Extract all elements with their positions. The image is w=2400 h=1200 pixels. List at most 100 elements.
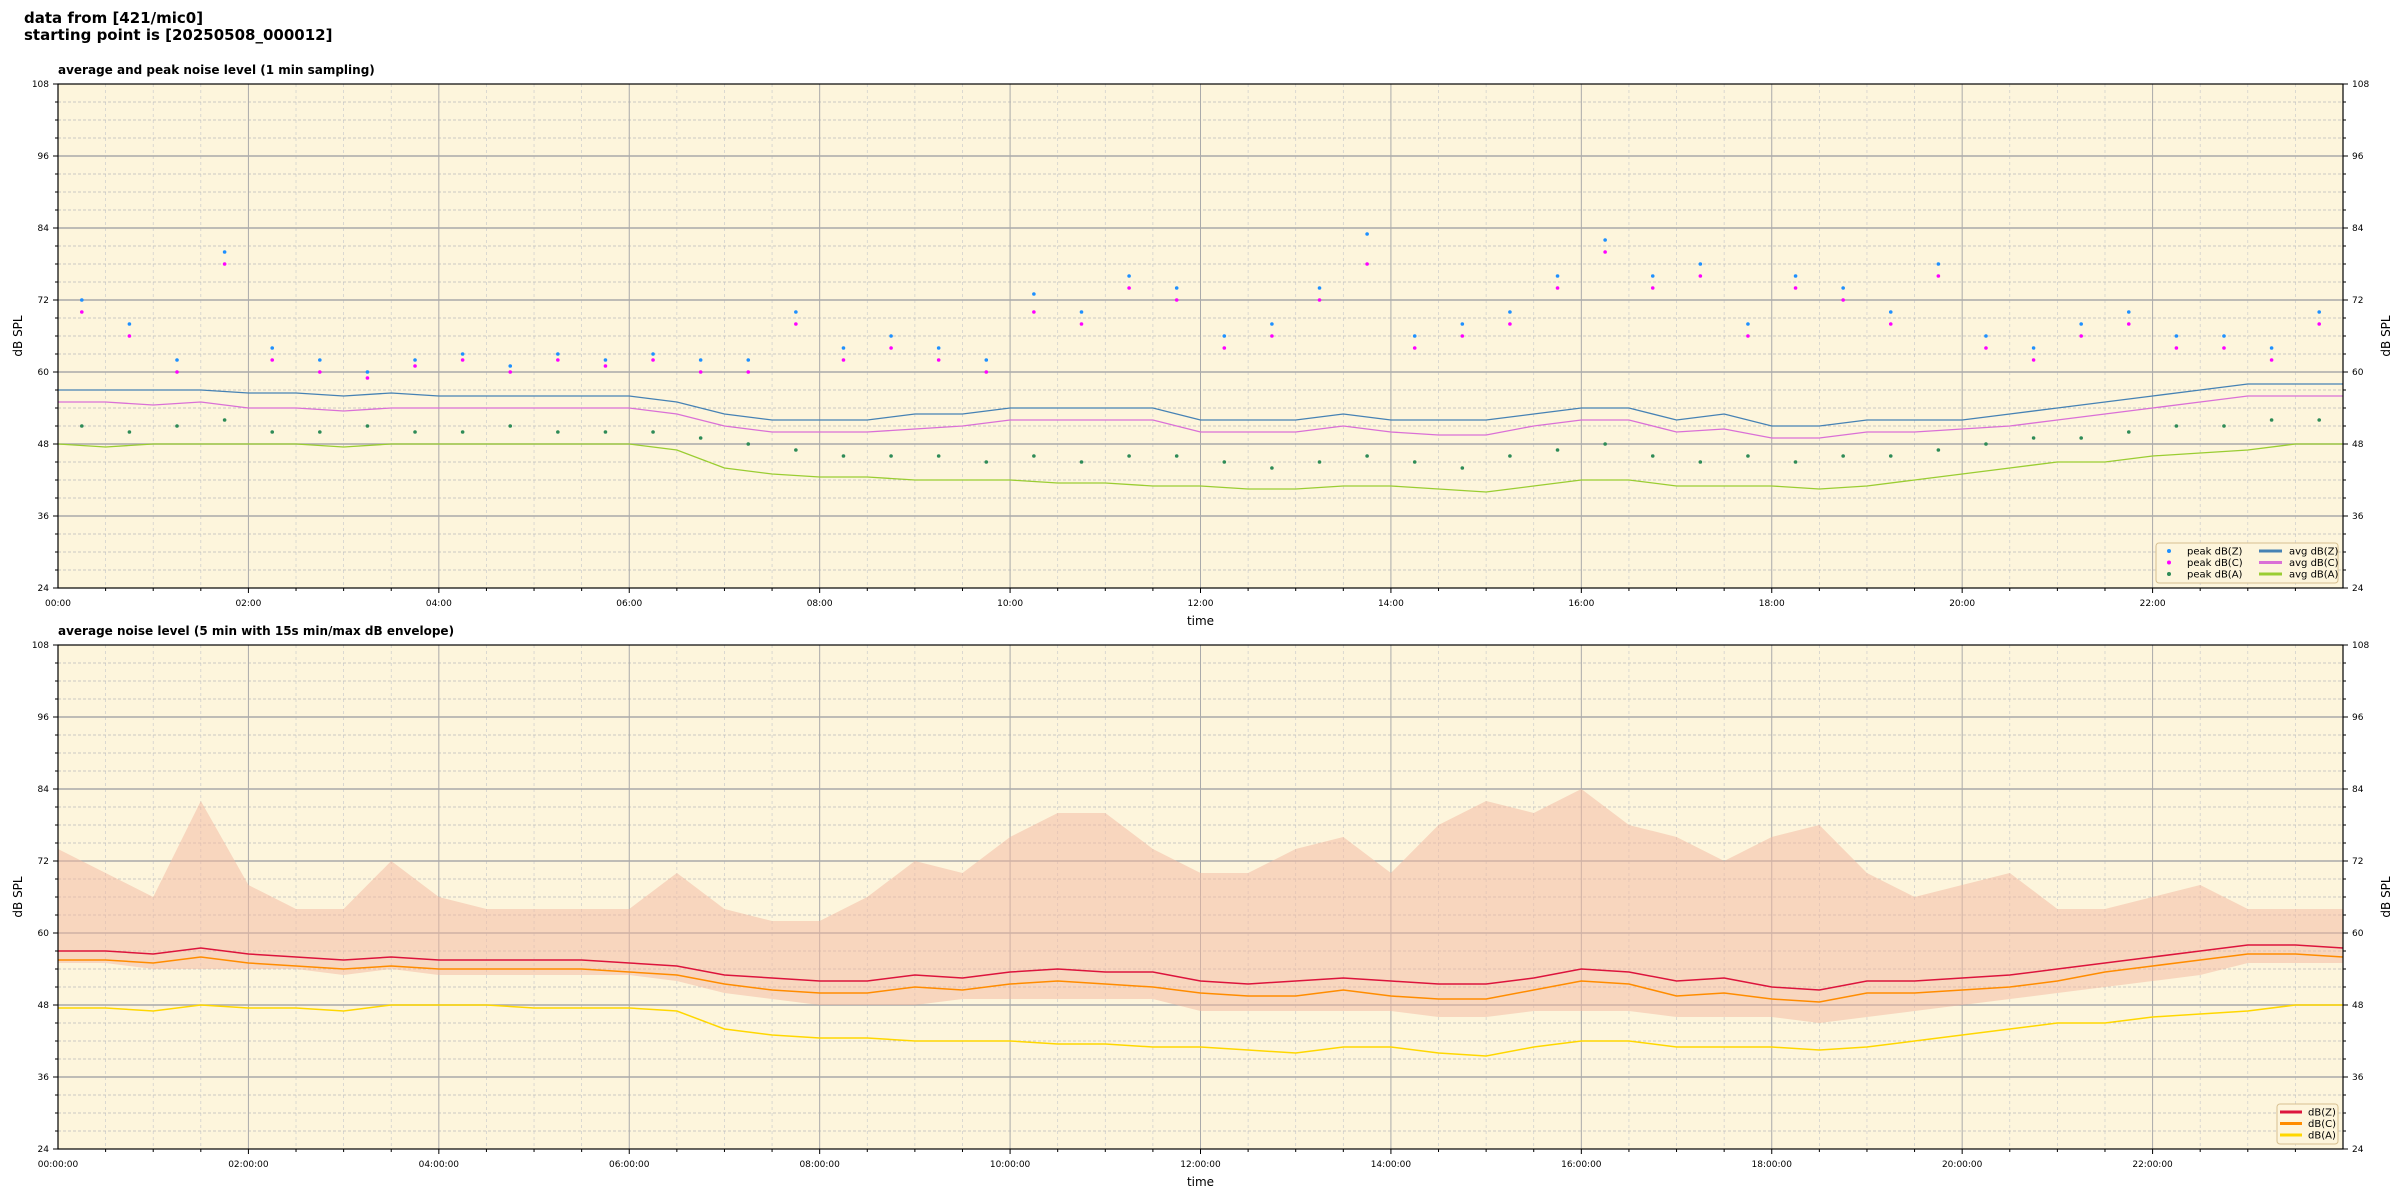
peak-point-peakZ (651, 352, 655, 356)
peak-point-peakC (1888, 322, 1893, 326)
chart-title: average and peak noise level (1 min samp… (58, 63, 375, 77)
peak-point-peakA (1412, 460, 1417, 464)
peak-point-peakC (1365, 262, 1369, 266)
legend-label: avg dB(C) (2289, 558, 2339, 569)
peak-point-peakA (2126, 430, 2131, 434)
peak-point-peakC (1841, 298, 1845, 302)
peak-point-peakZ (1555, 274, 1560, 278)
peak-point-peakC (222, 262, 227, 266)
peak-point-peakC (2079, 334, 2083, 338)
peak-point-peakZ (2174, 334, 2179, 338)
peak-point-peakC (1127, 286, 1131, 290)
peak-point-peakC (270, 358, 275, 362)
legend-label: dB(A) (2308, 1131, 2336, 1142)
peak-point-peakC (889, 346, 893, 350)
top-chart: 24 24 36 36 48 48 60 60 72 72 84 84 96 96 108 108 00:00 0… (11, 63, 2393, 628)
peak-point-peakZ (413, 358, 417, 362)
y-tick-label: 48 (38, 1001, 50, 1011)
peak-point-peakC (1079, 322, 1084, 326)
x-tick-label: 22:00:00 (2132, 1160, 2173, 1170)
min-max-envelope (58, 789, 2343, 1023)
peak-point-peakZ (936, 346, 941, 350)
peak-point-peakC (746, 370, 751, 374)
peak-point-peakA (556, 430, 560, 434)
peak-point-peakZ (2317, 310, 2321, 314)
peak-point-peakZ (80, 298, 84, 302)
x-tick-label: 04:00 (426, 599, 452, 609)
peak-point-peakZ (1079, 310, 1084, 314)
y-tick-label-right: 24 (2352, 584, 2364, 594)
peak-point-peakA (1365, 454, 1369, 458)
y-tick-label: 72 (38, 857, 49, 867)
peak-point-peakC (318, 370, 322, 374)
peak-point-peakC (460, 358, 465, 362)
peak-point-peakZ (2222, 334, 2226, 338)
figure-header: data from [421/mic0] starting point is [… (24, 10, 332, 44)
peak-point-peakZ (1127, 274, 1131, 278)
peak-point-peakC (2174, 346, 2179, 350)
x-tick-label: 16:00 (1568, 599, 1594, 609)
series-line-dBZ (58, 944, 2344, 991)
legend-label: avg dB(Z) (2289, 547, 2339, 558)
peak-point-peakZ (1460, 322, 1465, 326)
x-tick-label: 10:00:00 (990, 1160, 1031, 1170)
peak-point-peakC (2031, 358, 2036, 362)
peak-point-peakC (698, 370, 703, 374)
peak-point-peakZ (2269, 346, 2274, 350)
peak-point-peakZ (1270, 322, 1274, 326)
peak-point-peakZ (270, 346, 275, 350)
peak-point-peakA (841, 454, 846, 458)
peak-point-peakZ (1508, 310, 1512, 314)
y-tick-label: 108 (32, 641, 49, 651)
y-axis-label-right: dB SPL (2379, 315, 2393, 357)
peak-point-peakA (1079, 460, 1084, 464)
x-tick-label: 12:00 (1188, 599, 1214, 609)
peak-point-peakA (175, 424, 179, 428)
x-tick-label: 06:00:00 (609, 1160, 650, 1170)
peak-point-peakZ (841, 346, 846, 350)
peak-point-peakZ (889, 334, 893, 338)
series-line-avgZ (58, 383, 2343, 427)
peak-point-peakZ (1650, 274, 1655, 278)
peak-point-peakC (2222, 346, 2226, 350)
y-tick-label-right: 60 (2352, 929, 2364, 939)
y-tick-label-right: 36 (2352, 512, 2364, 522)
y-tick-label: 24 (38, 584, 50, 594)
peak-point-peakC (1746, 334, 1750, 338)
peak-point-peakA (889, 454, 893, 458)
peak-point-peakA (1270, 466, 1274, 470)
peak-point-peakA (2174, 424, 2179, 428)
peak-point-peakZ (794, 310, 798, 314)
peak-point-peakA (460, 430, 465, 434)
peak-point-peakZ (1888, 310, 1893, 314)
y-tick-label-right: 48 (2352, 1001, 2364, 1011)
peak-point-peakC (556, 358, 560, 362)
peak-point-peakZ (1317, 286, 1322, 290)
peak-point-peakC (603, 364, 608, 368)
peak-point-peakZ (746, 358, 751, 362)
x-tick-label: 20:00 (1949, 599, 1975, 609)
y-axis-label: dB SPL (11, 876, 25, 918)
peak-point-peakC (1936, 274, 1941, 278)
y-tick-label-right: 108 (2352, 641, 2369, 651)
peak-point-peakA (508, 424, 513, 428)
x-tick-label: 14:00:00 (1371, 1160, 1412, 1170)
y-tick-label: 96 (38, 152, 50, 162)
peak-point-peakC (1555, 286, 1560, 290)
x-axis-label: time (1187, 1175, 1214, 1189)
peak-point-peakC (80, 310, 84, 314)
y-tick-label: 72 (38, 296, 49, 306)
peak-point-peakZ (1936, 262, 1941, 266)
y-tick-label-right: 48 (2352, 440, 2364, 450)
y-tick-label: 24 (38, 1145, 50, 1155)
peak-point-peakA (2222, 424, 2226, 428)
peak-point-peakA (984, 460, 989, 464)
y-tick-label: 84 (38, 224, 50, 234)
peak-point-peakZ (2126, 310, 2131, 314)
x-tick-label: 18:00 (1759, 599, 1785, 609)
peak-point-peakC (1698, 274, 1703, 278)
peak-point-peakA (1746, 454, 1750, 458)
peak-point-peakC (1650, 286, 1655, 290)
y-axis-label-right: dB SPL (2379, 876, 2393, 918)
peak-point-peakA (1174, 454, 1179, 458)
